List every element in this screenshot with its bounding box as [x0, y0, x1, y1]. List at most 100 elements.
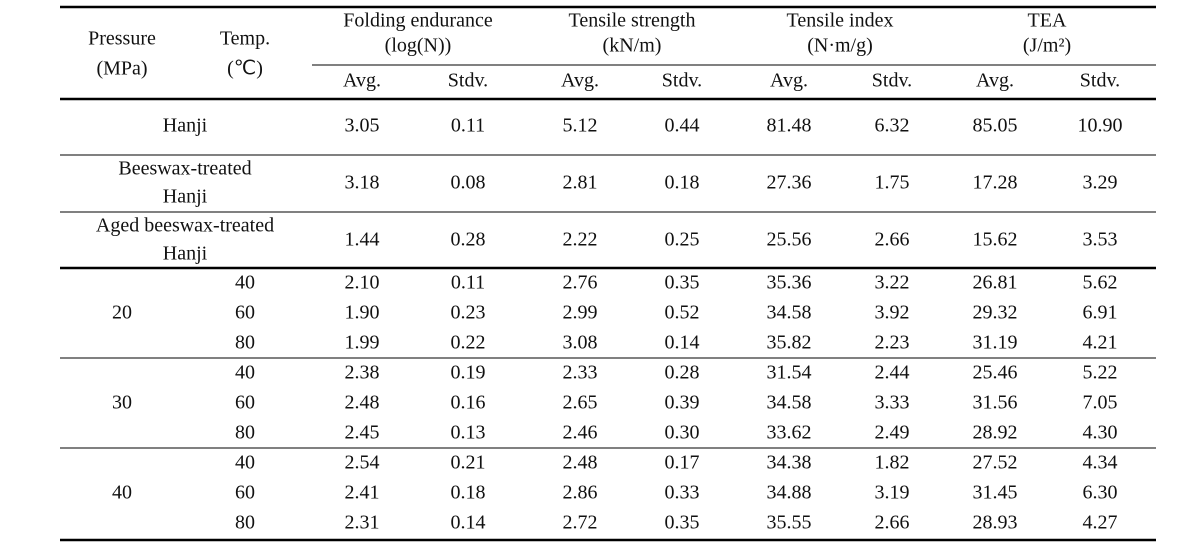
row-label: Hanji [163, 186, 208, 208]
header-cell: Tensile index [787, 10, 894, 32]
subheader-cell: Stdv. [872, 70, 912, 92]
cell: 5.12 [563, 115, 598, 137]
cell: 2.31 [345, 512, 380, 534]
cell: 35.55 [767, 512, 812, 534]
cell: 35.82 [767, 332, 812, 354]
cell: 2.72 [563, 512, 598, 534]
cell: 2.66 [875, 512, 910, 534]
cell: 0.28 [451, 229, 486, 251]
cell: 2.66 [875, 229, 910, 251]
cell: 0.23 [451, 302, 486, 324]
cell: 1.44 [345, 229, 380, 251]
cell: 0.35 [665, 272, 700, 294]
cell: 4.21 [1083, 332, 1118, 354]
cell: 3.29 [1083, 172, 1118, 194]
cell: 3.08 [563, 332, 598, 354]
cell: 2.54 [345, 452, 380, 474]
cell: 0.18 [451, 482, 486, 504]
pressure-cell: 20 [112, 302, 132, 324]
cell: 34.58 [767, 302, 812, 324]
cell: 0.39 [665, 392, 700, 414]
cell: 34.58 [767, 392, 812, 414]
cell: 0.18 [665, 172, 700, 194]
cell: 3.33 [875, 392, 910, 414]
temp-cell: 40 [235, 362, 255, 384]
cell: 2.49 [875, 422, 910, 444]
temp-cell: 60 [235, 392, 255, 414]
header-cell: (log(N)) [385, 35, 452, 57]
cell: 6.91 [1083, 302, 1118, 324]
cell: 0.28 [665, 362, 700, 384]
subheader-cell: Stdv. [1080, 70, 1120, 92]
cell: 35.36 [767, 272, 812, 294]
header-cell: Folding endurance [343, 10, 493, 32]
cell: 29.32 [973, 302, 1018, 324]
cell: 2.81 [563, 172, 598, 194]
header-cell: (J/m²) [1023, 35, 1071, 57]
row-label: Aged beeswax-treated [96, 215, 274, 237]
cell: 2.38 [345, 362, 380, 384]
cell: 2.86 [563, 482, 598, 504]
cell: 2.23 [875, 332, 910, 354]
cell: 28.93 [973, 512, 1018, 534]
header-cell: (kN/m) [603, 35, 662, 57]
cell: 1.99 [345, 332, 380, 354]
cell: 0.14 [665, 332, 700, 354]
cell: 0.11 [451, 115, 485, 137]
cell: 0.13 [451, 422, 486, 444]
header-cell: (MPa) [96, 58, 147, 80]
cell: 2.41 [345, 482, 380, 504]
cell: 7.05 [1083, 392, 1118, 414]
cell: 0.44 [665, 115, 700, 137]
cell: 2.65 [563, 392, 598, 414]
temp-cell: 80 [235, 422, 255, 444]
cell: 0.11 [451, 272, 485, 294]
cell: 34.38 [767, 452, 812, 474]
header-cell: (℃) [227, 58, 263, 80]
pressure-cell: 40 [112, 482, 132, 504]
cell: 3.92 [875, 302, 910, 324]
subheader-cell: Stdv. [448, 70, 488, 92]
cell: 3.05 [345, 115, 380, 137]
subheader-cell: Avg. [976, 70, 1014, 92]
temp-cell: 60 [235, 482, 255, 504]
header-cell: Temp. [220, 28, 270, 50]
cell: 6.30 [1083, 482, 1118, 504]
row-label: Beeswax-treated [118, 158, 251, 180]
cell: 10.90 [1078, 115, 1123, 137]
cell: 0.52 [665, 302, 700, 324]
header-cell: Pressure [88, 28, 156, 50]
pressure-cell: 30 [112, 392, 132, 414]
cell: 4.34 [1083, 452, 1118, 474]
cell: 2.33 [563, 362, 598, 384]
cell: 6.32 [875, 115, 910, 137]
cell: 17.28 [973, 172, 1018, 194]
temp-cell: 60 [235, 302, 255, 324]
cell: 4.30 [1083, 422, 1118, 444]
cell: 2.10 [345, 272, 380, 294]
cell: 0.35 [665, 512, 700, 534]
cell: 3.53 [1083, 229, 1118, 251]
cell: 2.48 [563, 452, 598, 474]
cell: 3.22 [875, 272, 910, 294]
cell: 5.22 [1083, 362, 1118, 384]
cell: 1.82 [875, 452, 910, 474]
cell: 0.19 [451, 362, 486, 384]
cell: 2.46 [563, 422, 598, 444]
cell: 3.18 [345, 172, 380, 194]
cell: 0.30 [665, 422, 700, 444]
temp-cell: 80 [235, 332, 255, 354]
cell: 25.56 [767, 229, 812, 251]
subheader-cell: Avg. [770, 70, 808, 92]
cell: 85.05 [973, 115, 1018, 137]
header-cell: TEA [1028, 10, 1067, 32]
cell: 31.19 [973, 332, 1018, 354]
cell: 1.90 [345, 302, 380, 324]
cell: 33.62 [767, 422, 812, 444]
cell: 31.56 [973, 392, 1018, 414]
cell: 26.81 [973, 272, 1018, 294]
temp-cell: 40 [235, 272, 255, 294]
cell: 2.45 [345, 422, 380, 444]
cell: 2.48 [345, 392, 380, 414]
